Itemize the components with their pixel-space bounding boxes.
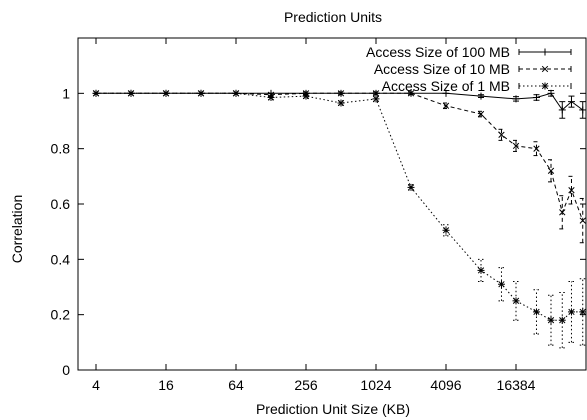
error-bar — [478, 258, 485, 282]
error-bar — [498, 128, 505, 141]
error-bars — [268, 90, 586, 349]
data-point — [372, 95, 380, 103]
error-bar — [548, 159, 555, 183]
error-bar — [443, 224, 450, 237]
y-axis-label: Correlation — [9, 195, 25, 263]
x-tick-label: 1024 — [360, 377, 391, 393]
data-point — [558, 316, 566, 324]
axis-ticks: 4 16 64 256 1024 4096 16384 0 0.2 0.4 0.6 0.8 1 — [51, 38, 586, 393]
error-bar — [568, 280, 575, 343]
data-point — [559, 209, 566, 216]
legend-label: Access Size of 10 MB — [374, 61, 510, 77]
data-point — [579, 106, 587, 114]
error-bar — [513, 280, 520, 321]
x-tick-label: 256 — [294, 377, 318, 393]
x-tick-label: 16384 — [497, 377, 536, 393]
data-point — [567, 308, 575, 316]
y-tick-label: 0.6 — [51, 196, 71, 212]
legend-marker — [541, 82, 549, 90]
data-point — [498, 131, 505, 138]
data-point — [558, 106, 566, 114]
data-point — [547, 89, 555, 97]
error-bar — [533, 141, 540, 157]
data-point — [532, 93, 540, 101]
data-point — [232, 89, 240, 97]
data-point — [568, 187, 575, 194]
data-point — [197, 89, 205, 97]
data-point — [567, 98, 575, 106]
error-bar — [513, 139, 520, 152]
data-point — [547, 316, 555, 324]
data-point — [532, 308, 540, 316]
data-point — [407, 90, 415, 97]
legend-marker — [541, 48, 549, 56]
data-point — [407, 183, 415, 191]
data-point — [477, 110, 485, 118]
data-point — [267, 93, 275, 101]
data-point — [337, 90, 345, 97]
data-point — [579, 308, 587, 316]
data-point — [497, 280, 505, 288]
series-line-1 — [96, 92, 584, 221]
data-point — [337, 99, 345, 107]
data-point — [442, 102, 450, 109]
data-point — [547, 167, 555, 174]
series-lines — [96, 92, 584, 321]
x-tick-label: 4096 — [430, 377, 461, 393]
x-tick-label: 16 — [158, 377, 174, 393]
data-point — [92, 89, 100, 97]
data-point — [477, 266, 485, 274]
y-tick-label: 0 — [62, 362, 70, 378]
data-point — [442, 89, 450, 97]
chart-title: Prediction Units — [284, 9, 382, 25]
y-tick-label: 0.2 — [51, 307, 71, 323]
data-point — [512, 95, 520, 103]
y-tick-label: 0.8 — [51, 141, 71, 157]
x-tick-label: 4 — [92, 377, 100, 393]
data-point — [127, 89, 135, 97]
series-line-2 — [96, 92, 583, 321]
x-axis-label: Prediction Unit Size (KB) — [256, 401, 410, 417]
y-tick-label: 0.4 — [51, 251, 71, 267]
x-tick-label: 64 — [228, 377, 244, 393]
data-point — [533, 145, 540, 152]
data-point — [372, 90, 380, 97]
error-bar — [559, 292, 566, 349]
legend-label: Access Size of 1 MB — [382, 78, 510, 94]
data-point — [512, 142, 520, 150]
error-bar — [568, 175, 575, 205]
data-point — [442, 226, 450, 234]
legend-marker — [541, 65, 549, 73]
y-tick-label: 1 — [62, 85, 70, 101]
series-markers — [92, 89, 587, 324]
data-point — [477, 92, 485, 100]
error-bar — [533, 289, 540, 335]
data-point — [302, 92, 310, 100]
data-point — [579, 217, 586, 224]
data-point — [162, 89, 170, 97]
legend-label: Access Size of 100 MB — [366, 44, 510, 60]
data-point — [512, 297, 520, 305]
